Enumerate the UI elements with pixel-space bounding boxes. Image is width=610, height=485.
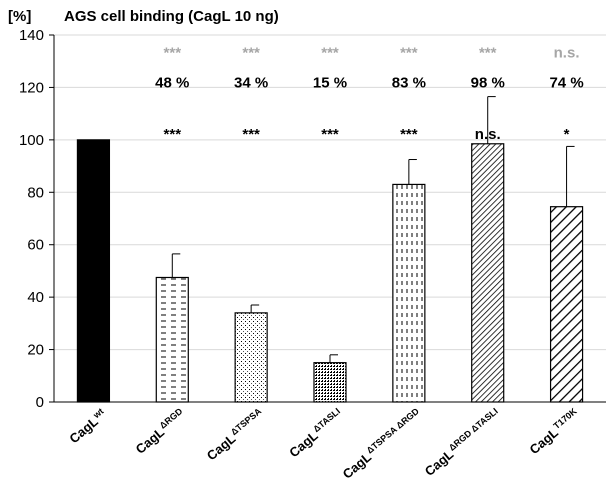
chart-title: AGS cell binding (CagL 10 ng) <box>64 8 279 25</box>
axes: 0 20 40 60 80 100 120 140 <box>19 27 606 411</box>
y-tick-label: 60 <box>27 237 44 254</box>
category-superscript: T170K <box>552 406 580 431</box>
bar <box>313 362 347 403</box>
percent-label: 83 % <box>392 74 426 91</box>
percent-label: 74 % <box>549 74 583 91</box>
significance-top: *** <box>164 44 182 61</box>
y-axis-unit: [%] <box>8 8 31 25</box>
percent-label: 98 % <box>471 74 505 91</box>
significance-top: *** <box>400 44 418 61</box>
gridlines <box>54 34 606 351</box>
y-tick-label: 80 <box>27 184 44 201</box>
y-tick-label: 20 <box>27 342 44 359</box>
bar <box>234 312 268 403</box>
y-tick-label: 100 <box>19 132 44 149</box>
category-superscript: ΔTSPSA <box>229 406 264 437</box>
x-tick-label: CagLΔRGD ΔTASLI <box>421 406 504 479</box>
bars <box>76 139 584 403</box>
significance-top: *** <box>321 44 339 61</box>
category-superscript: ΔTSPSA ΔRGD <box>365 406 422 456</box>
significance-vs-wt: *** <box>321 126 339 143</box>
bar <box>76 139 111 403</box>
bar <box>392 183 426 403</box>
error-bars <box>171 96 575 363</box>
significance-top: n.s. <box>554 44 580 61</box>
x-tick-label: CagLT170K <box>526 406 583 457</box>
percent-label: 34 % <box>234 74 268 91</box>
significance-vs-wt: * <box>564 126 570 143</box>
category-superscript: ΔTASLI <box>311 406 342 434</box>
category-superscript: ΔRGD <box>158 406 185 431</box>
x-tick-label: CagLwt <box>66 406 110 446</box>
x-tick-label: CagLΔTASLI <box>286 406 346 460</box>
bar <box>549 206 584 403</box>
significance-top: *** <box>242 44 260 61</box>
percent-label: 15 % <box>313 74 347 91</box>
significance-vs-wt: *** <box>400 126 418 143</box>
significance-top: *** <box>479 44 497 61</box>
x-tick-labels: CagLwt CagLΔRGD CagLΔTSPSA CagLΔTASLICagLΔT… <box>66 406 583 482</box>
y-tick-label: 140 <box>19 27 44 44</box>
x-tick-label: CagLΔRGD <box>132 406 189 457</box>
y-tick-label: 0 <box>36 394 44 411</box>
bar <box>155 276 189 403</box>
percent-label: 48 % <box>155 74 189 91</box>
y-tick-label: 120 <box>19 79 44 96</box>
x-tick-label: CagLΔTSPSA ΔRGD <box>339 406 425 482</box>
significance-vs-wt: *** <box>164 126 182 143</box>
x-tick-label: CagLΔTSPSA <box>203 406 267 464</box>
bar <box>471 143 505 403</box>
significance-vs-wt: n.s. <box>475 126 501 143</box>
category-superscript: ΔRGD ΔTASLI <box>447 406 500 453</box>
significance-vs-wt: *** <box>242 126 260 143</box>
annotations: 48 %******34 %******15 %******83 %******… <box>155 44 583 143</box>
y-tick-label: 40 <box>27 289 44 306</box>
